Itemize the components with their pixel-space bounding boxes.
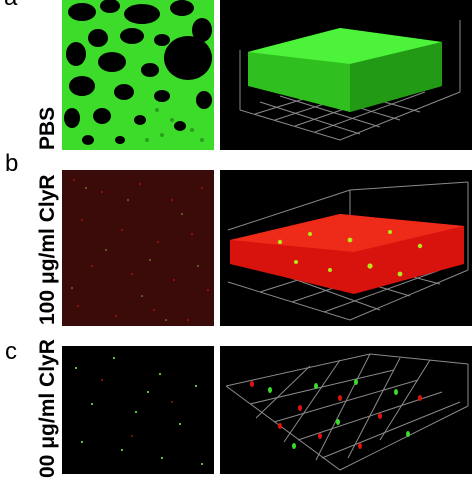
- green-biofilm-image: [62, 0, 214, 150]
- panel-b-3d-rendering: [220, 170, 472, 326]
- red-green-speckle-image: [62, 170, 214, 326]
- red-3d-biofilm: [227, 181, 469, 321]
- panel-letter-a: a: [4, 0, 17, 10]
- row-label-clyr-c: 00 μg/ml ClyR: [36, 339, 59, 478]
- panel-b-2d-micrograph: [62, 170, 214, 326]
- sparse-3d-biofilm: [225, 353, 469, 471]
- panel-c-2d-micrograph: [62, 346, 214, 474]
- green-3d-biofilm: [239, 20, 461, 141]
- panel-a-2d-micrograph: [62, 0, 214, 150]
- panel-letter-b: b: [5, 150, 19, 177]
- sparse-green-speckle-image: [62, 346, 214, 474]
- row-label-100-clyr: 100 μg/ml ClyR: [36, 174, 59, 325]
- row-label-pbs: PBS: [36, 106, 59, 150]
- panel-letter-c: c: [5, 338, 17, 365]
- panel-c-3d-rendering: [220, 346, 472, 474]
- panel-a-3d-rendering: [220, 0, 472, 150]
